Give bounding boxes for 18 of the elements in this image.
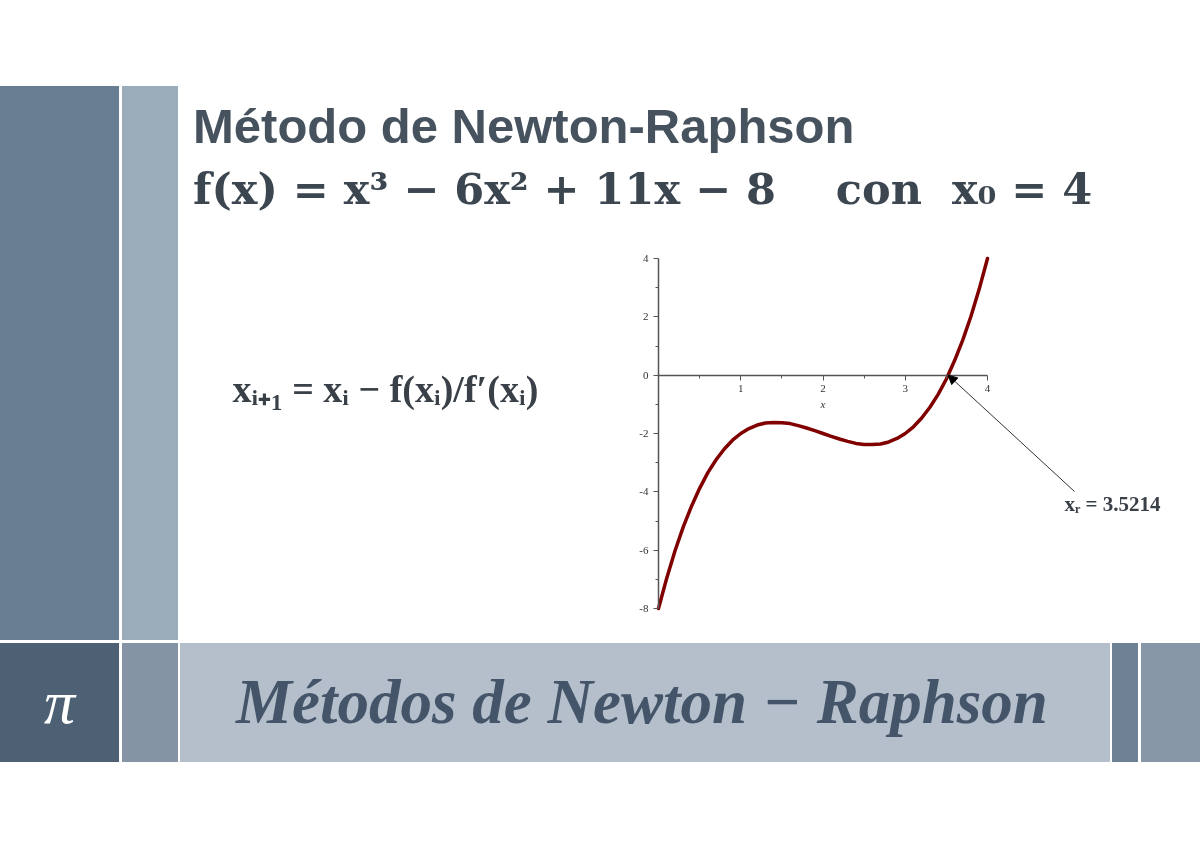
y-tick-label: -2: [639, 427, 649, 439]
x-tick-label: 1: [738, 382, 744, 395]
x-tick-label: 4: [984, 382, 991, 395]
y-tick-label: -4: [639, 485, 649, 498]
y-tick-label: -8: [639, 602, 649, 614]
annotation: xᵣ = 3.5214: [1064, 491, 1162, 516]
chart-title: Método de Newton-Raphson: [193, 98, 855, 155]
x-axis-title: x: [819, 397, 826, 410]
chart-subtitle: f(x) = x³ − 6x² + 11x − 8 con x₀ = 4: [193, 163, 1093, 216]
y-tick-label: 0: [643, 368, 649, 381]
text: xᵢ₊₁ = xᵢ − f(xᵢ)/f′(xᵢ): [232, 367, 539, 411]
y-tick-label: 2: [643, 310, 649, 323]
text: Métodos de Newton − Raphson: [236, 666, 1048, 739]
y-tick-label: -6: [639, 543, 649, 556]
y-tick-label: 4: [643, 252, 649, 264]
x-tick-label: 3: [902, 382, 909, 395]
x-tick-label: 2: [820, 382, 826, 395]
line-series: [656, 256, 990, 611]
